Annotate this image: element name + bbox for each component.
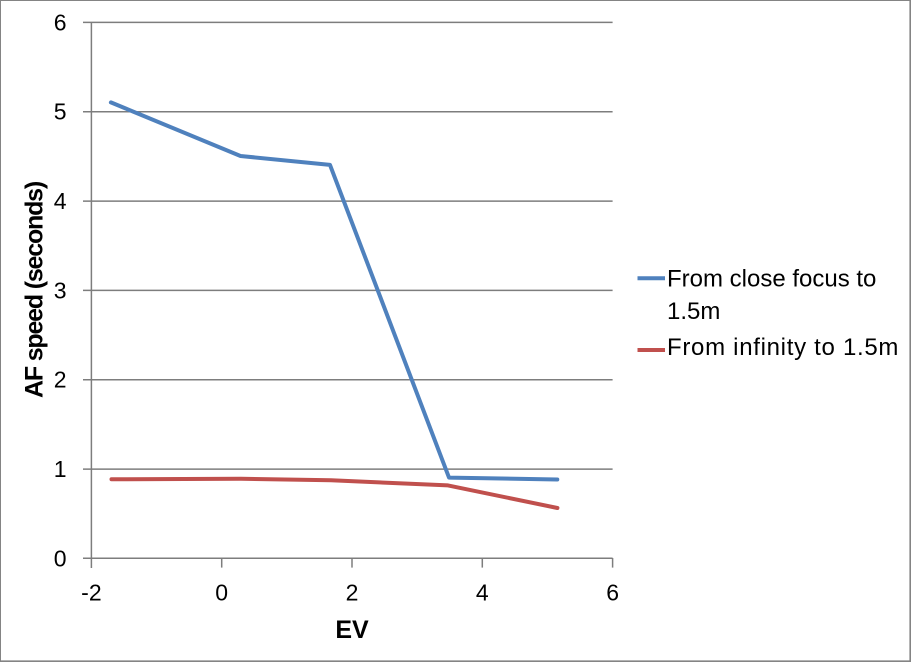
svg-text:From infinity to 1.5m: From infinity to 1.5m — [667, 334, 899, 361]
svg-text:6: 6 — [54, 9, 67, 35]
svg-text:1.5m: 1.5m — [667, 298, 720, 325]
svg-text:From close focus to: From close focus to — [667, 266, 876, 293]
svg-text:5: 5 — [54, 99, 67, 125]
svg-text:2: 2 — [54, 367, 67, 393]
svg-text:0: 0 — [54, 545, 67, 571]
svg-text:1: 1 — [54, 456, 67, 482]
svg-text:-2: -2 — [81, 579, 101, 605]
svg-text:6: 6 — [606, 579, 619, 605]
svg-text:4: 4 — [476, 579, 489, 605]
svg-text:4: 4 — [54, 188, 67, 214]
svg-text:EV: EV — [335, 616, 369, 644]
svg-text:3: 3 — [54, 277, 67, 303]
svg-text:2: 2 — [346, 579, 359, 605]
svg-text:AF speed (seconds): AF speed (seconds) — [21, 181, 49, 398]
svg-text:0: 0 — [215, 579, 228, 605]
